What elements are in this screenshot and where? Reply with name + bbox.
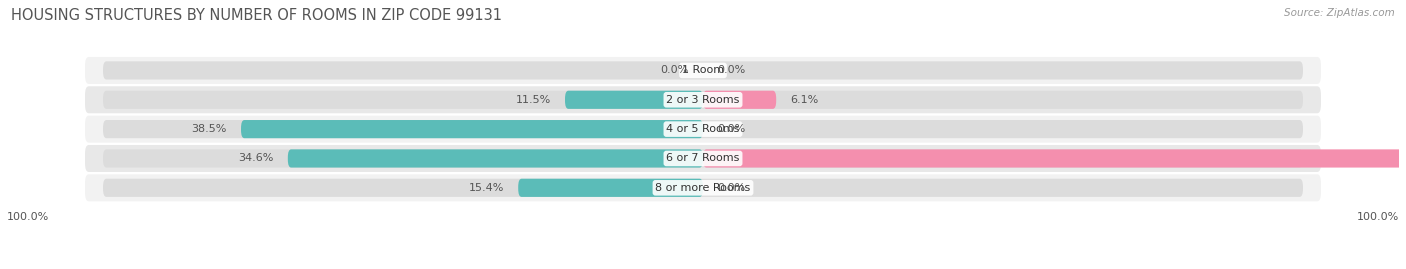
FancyBboxPatch shape bbox=[703, 149, 1406, 168]
FancyBboxPatch shape bbox=[703, 91, 776, 109]
Text: 34.6%: 34.6% bbox=[238, 154, 273, 164]
Text: HOUSING STRUCTURES BY NUMBER OF ROOMS IN ZIP CODE 99131: HOUSING STRUCTURES BY NUMBER OF ROOMS IN… bbox=[11, 8, 502, 23]
Text: 11.5%: 11.5% bbox=[516, 95, 551, 105]
FancyBboxPatch shape bbox=[84, 116, 1322, 143]
FancyBboxPatch shape bbox=[84, 145, 1322, 172]
FancyBboxPatch shape bbox=[103, 149, 1303, 168]
FancyBboxPatch shape bbox=[103, 179, 1303, 197]
Text: 8 or more Rooms: 8 or more Rooms bbox=[655, 183, 751, 193]
Text: 100.0%: 100.0% bbox=[1357, 212, 1399, 222]
Text: 0.0%: 0.0% bbox=[661, 65, 689, 75]
Text: 38.5%: 38.5% bbox=[191, 124, 226, 134]
Text: 0.0%: 0.0% bbox=[717, 183, 745, 193]
FancyBboxPatch shape bbox=[240, 120, 703, 138]
Text: 1 Room: 1 Room bbox=[682, 65, 724, 75]
Text: 0.0%: 0.0% bbox=[717, 124, 745, 134]
Text: 100.0%: 100.0% bbox=[7, 212, 49, 222]
Legend: Owner-occupied, Renter-occupied: Owner-occupied, Renter-occupied bbox=[579, 266, 827, 269]
Text: 4 or 5 Rooms: 4 or 5 Rooms bbox=[666, 124, 740, 134]
FancyBboxPatch shape bbox=[103, 91, 1303, 109]
FancyBboxPatch shape bbox=[84, 174, 1322, 201]
FancyBboxPatch shape bbox=[519, 179, 703, 197]
FancyBboxPatch shape bbox=[565, 91, 703, 109]
Text: 2 or 3 Rooms: 2 or 3 Rooms bbox=[666, 95, 740, 105]
Text: 15.4%: 15.4% bbox=[468, 183, 503, 193]
FancyBboxPatch shape bbox=[84, 57, 1322, 84]
Text: 6 or 7 Rooms: 6 or 7 Rooms bbox=[666, 154, 740, 164]
FancyBboxPatch shape bbox=[103, 120, 1303, 138]
Text: 0.0%: 0.0% bbox=[717, 65, 745, 75]
FancyBboxPatch shape bbox=[288, 149, 703, 168]
Text: 6.1%: 6.1% bbox=[790, 95, 818, 105]
FancyBboxPatch shape bbox=[84, 86, 1322, 113]
Text: Source: ZipAtlas.com: Source: ZipAtlas.com bbox=[1284, 8, 1395, 18]
FancyBboxPatch shape bbox=[103, 61, 1303, 80]
